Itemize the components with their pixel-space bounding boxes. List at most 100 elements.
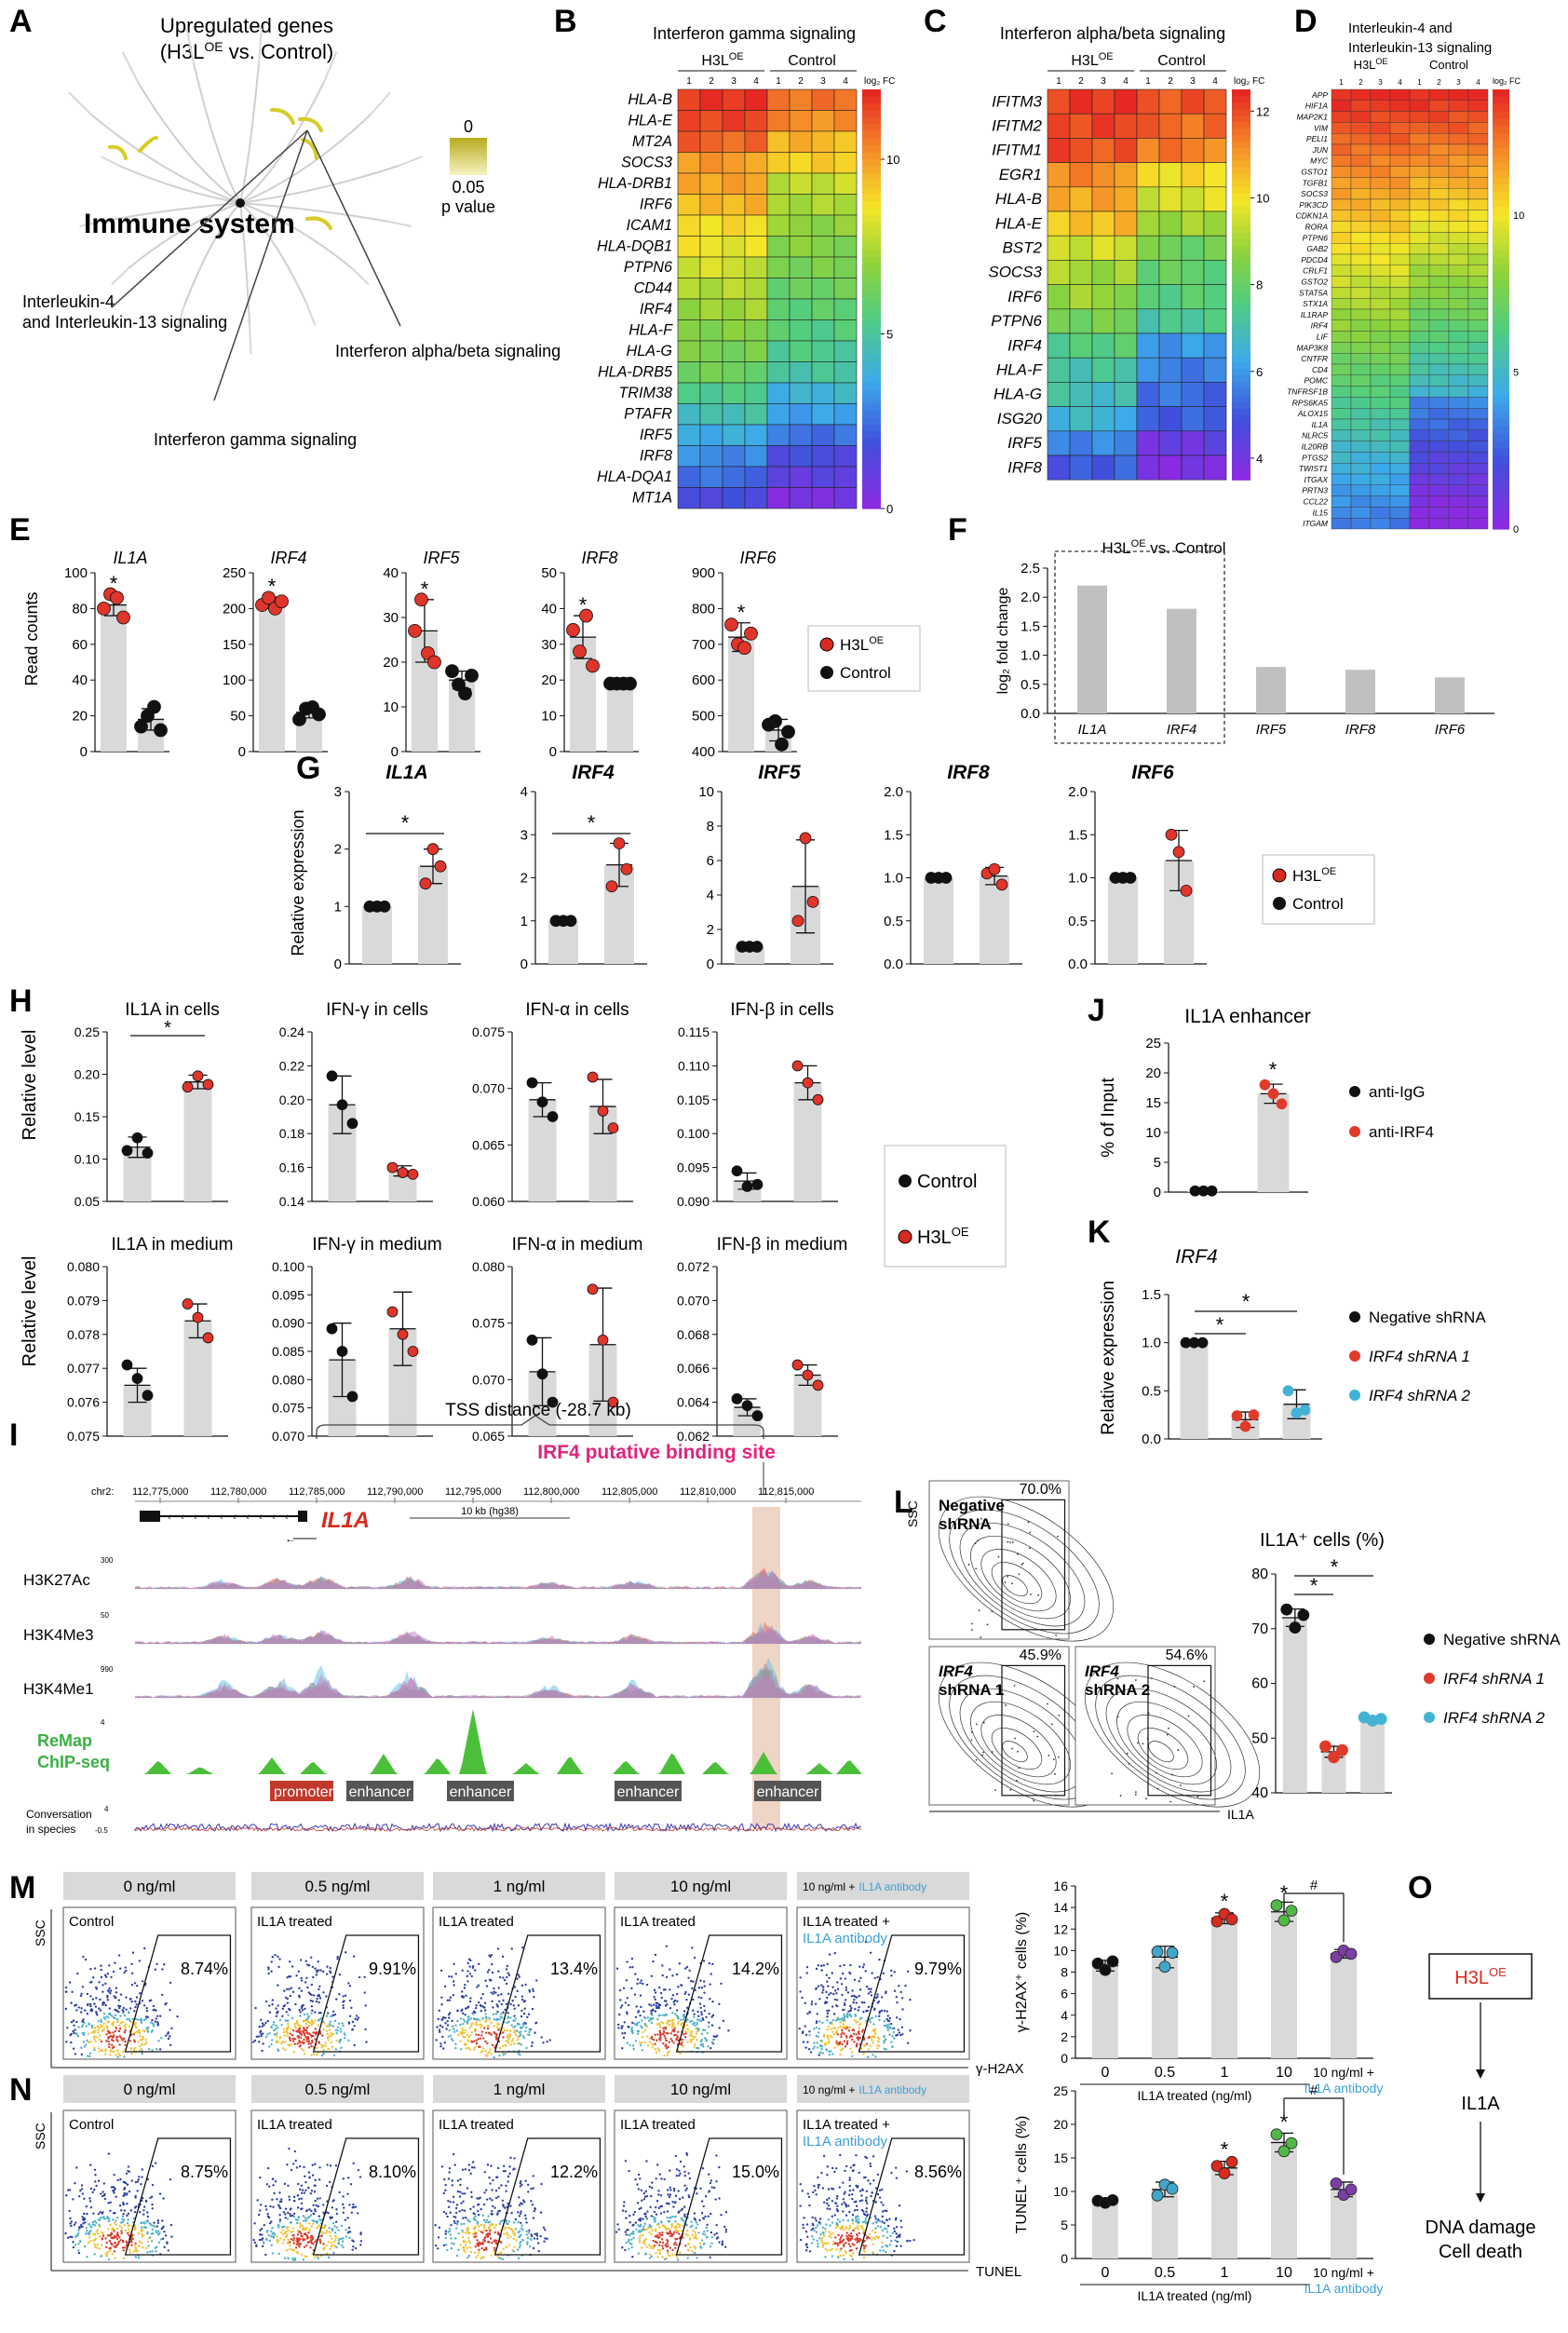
panel-m-plot-event <box>669 1988 670 1990</box>
heatmap-d-cell <box>1371 397 1390 408</box>
panel-h-significance: * <box>164 1018 171 1038</box>
heatmap-d-scale-step <box>1493 493 1509 500</box>
panel-j-ytick-label: 5 <box>1154 1155 1161 1171</box>
panel-m-plot-event <box>631 2022 633 2024</box>
panel-m-plot-event <box>818 1985 819 1987</box>
heatmap-d-gene-label: TWIST1 <box>1299 464 1328 473</box>
pointer-ifnab <box>307 130 400 326</box>
panel-m-plot-event <box>143 2019 145 2021</box>
panel-m-plot-event <box>464 2020 466 2022</box>
panel-m-plot-event <box>305 2031 307 2033</box>
panel-n-plot-event <box>74 2221 76 2223</box>
heatmap-scale-step <box>862 390 881 398</box>
panel-n-plot-event <box>285 2236 287 2238</box>
panel-m-plot-event <box>651 2014 653 2015</box>
heatmap-scale-step <box>1232 473 1250 481</box>
heatmap-cell <box>1204 114 1226 138</box>
panel-n-plot-event <box>300 2208 302 2210</box>
heatmap-cell <box>834 299 857 320</box>
heatmap-cell <box>1182 163 1204 187</box>
panel-m-plot-event <box>461 2027 463 2028</box>
panel-g-point <box>435 861 446 872</box>
panel-m-plot-event <box>630 1987 632 1989</box>
panel-m-plot-event <box>888 2026 890 2028</box>
heatmap-d-cell <box>1410 199 1429 210</box>
heatmap-scale-step <box>1232 259 1250 266</box>
heatmap-d-cell <box>1468 156 1488 167</box>
panel-g-point <box>427 844 439 855</box>
panel-l-flow-outlier <box>1169 1801 1171 1803</box>
panel-m-plot-event <box>511 2000 513 2001</box>
panel-m-ytick-label: 6 <box>1061 1987 1068 2001</box>
panel-m-plot-event <box>318 1988 319 1990</box>
panel-m-plot-event <box>651 2038 653 2040</box>
heatmap-scale-step <box>1232 388 1250 396</box>
panel-n-plot-event <box>291 2231 293 2232</box>
panel-l-flow-outlier <box>991 1610 993 1612</box>
panel-letter-f: F <box>948 512 967 548</box>
panel-n-plot-event <box>279 2207 281 2209</box>
panel-m-plot-event <box>449 2012 451 2014</box>
panel-m-plot-event <box>617 2027 619 2028</box>
panel-e-ytick-label: 80 <box>72 601 88 617</box>
panel-n-plot-event <box>333 2241 335 2243</box>
heatmap-cell <box>1137 358 1159 382</box>
panel-g: G Relative expression IL1A0123*IRF401234… <box>289 751 1374 972</box>
panel-n-plot-event <box>138 2232 140 2234</box>
panel-m-plot-event <box>666 1976 668 1978</box>
heatmap-scale-step <box>862 264 881 272</box>
panel-n-plot-event <box>330 2218 331 2219</box>
heatmap-cell <box>700 215 723 237</box>
panel-m-plot-event <box>448 2016 450 2018</box>
panel-m-plot-event <box>691 2035 693 2037</box>
panel-m-plot-event <box>122 2010 124 2012</box>
panel-m-plot-event <box>364 2028 366 2030</box>
panel-m-plot-event <box>486 2042 488 2044</box>
panel-m-plot-event <box>826 1974 828 1975</box>
panel-m-plot-event <box>301 1979 303 1981</box>
panel-m-plot-event <box>308 2015 310 2017</box>
panel-f-title: H3LOE vs. Control <box>1102 538 1225 557</box>
panel-n-plot-event <box>117 2241 119 2243</box>
panel-m-plot-event <box>332 2033 334 2035</box>
panel-n-plot-event <box>127 2232 128 2234</box>
panel-n-plot-event <box>114 2230 115 2231</box>
heatmap-d-cell <box>1371 112 1390 123</box>
panel-n-plot-event <box>259 2209 261 2211</box>
panel-n-plot-event <box>305 2245 307 2246</box>
panel-g-bar <box>924 878 953 965</box>
panel-n-plot-event <box>152 2250 154 2252</box>
panel-m-plot-event <box>867 2056 869 2058</box>
panel-l-flow-outlier <box>1033 1797 1034 1799</box>
panel-m-plot-event <box>306 2040 308 2041</box>
heatmap-d-cell <box>1449 89 1468 101</box>
panel-m-plot-event <box>292 2029 294 2031</box>
panel-m-plot-event <box>654 1989 656 1991</box>
panel-m-plot-event <box>82 1986 84 1987</box>
panel-m-plot-event <box>848 2029 850 2031</box>
heatmap-scale-step <box>1232 89 1250 97</box>
panel-n-plot-event <box>334 2239 336 2241</box>
panel-l-flow-outlier <box>1047 1703 1048 1705</box>
panel-m-plot-event <box>677 2023 679 2025</box>
panel-m-plot-event <box>670 2019 672 2021</box>
panel-n-plot-event <box>277 2226 279 2228</box>
heatmap-d-cell <box>1429 332 1449 343</box>
panel-m-plot-event <box>101 2021 102 2023</box>
panel-m-plot-event <box>137 2018 139 2020</box>
panel-n-plot-event <box>98 2218 100 2220</box>
panel-n-plot-event <box>71 2220 73 2222</box>
panel-m-plot-event <box>651 2022 653 2024</box>
heatmap-d-cell <box>1410 133 1429 144</box>
panel-m-plot-event <box>677 2021 679 2023</box>
heatmap-cell <box>1159 358 1182 382</box>
panel-l-gate-percent: 54.6% <box>1166 1648 1208 1663</box>
panel-n-plot-event <box>113 2174 115 2176</box>
panel-l-flow-outlier <box>981 1755 983 1757</box>
panel-m-plot-event <box>98 2007 100 2009</box>
panel-m-plot-event <box>122 2021 124 2023</box>
heatmap-scale-step <box>862 223 881 230</box>
heatmap-d-cell <box>1449 375 1468 387</box>
panel-m-plot-event <box>286 1988 288 1990</box>
heatmap-d-scale-tick-label: 5 <box>1513 367 1519 378</box>
